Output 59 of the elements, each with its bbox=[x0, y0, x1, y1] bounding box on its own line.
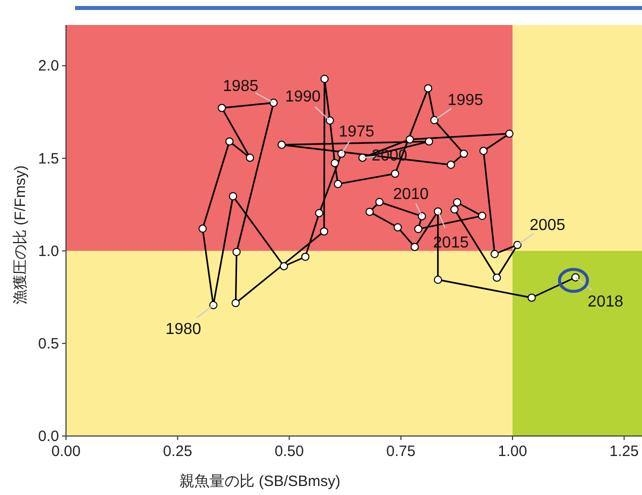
point bbox=[446, 160, 455, 169]
point bbox=[424, 84, 432, 92]
point bbox=[315, 208, 324, 218]
point bbox=[246, 154, 254, 162]
point bbox=[270, 98, 278, 107]
point bbox=[232, 298, 240, 308]
point bbox=[505, 130, 514, 138]
annotation: 1990 bbox=[285, 88, 321, 106]
point bbox=[528, 294, 536, 302]
point bbox=[490, 250, 499, 258]
point bbox=[218, 104, 226, 112]
point bbox=[366, 208, 374, 216]
point bbox=[414, 224, 422, 234]
point bbox=[375, 198, 384, 206]
point bbox=[198, 224, 207, 233]
x-tick-label: 1.00 bbox=[498, 443, 528, 460]
annotation: 2010 bbox=[393, 186, 429, 204]
y-tick-label: 1.5 bbox=[38, 150, 59, 168]
point bbox=[406, 135, 414, 144]
point bbox=[492, 274, 501, 282]
point bbox=[434, 276, 442, 284]
point bbox=[450, 205, 459, 214]
y-tick-label: 2.0 bbox=[38, 58, 59, 75]
x-tick-label: 0.25 bbox=[163, 443, 192, 460]
annotation: 2005 bbox=[530, 216, 566, 234]
annotation: 2018 bbox=[588, 293, 624, 310]
point bbox=[478, 212, 486, 220]
point bbox=[334, 180, 342, 188]
point bbox=[330, 159, 339, 168]
point bbox=[278, 140, 286, 149]
point bbox=[301, 252, 310, 261]
x-tick-label: 0.75 bbox=[386, 443, 416, 460]
point bbox=[225, 137, 234, 146]
annotation: 1985 bbox=[222, 78, 259, 95]
y-tick-label: 1.0 bbox=[38, 242, 59, 260]
annotation: 1975 bbox=[338, 124, 374, 141]
x-axis-title: 親魚量の比 (SB/SBmsy) bbox=[180, 473, 340, 490]
point bbox=[320, 74, 329, 83]
point bbox=[460, 150, 468, 158]
point bbox=[479, 146, 488, 155]
point bbox=[453, 198, 462, 206]
y-axis-title: 漁獲圧の比 (F/Fmsy) bbox=[12, 165, 29, 305]
point bbox=[434, 207, 442, 216]
y-tick-label: 0.5 bbox=[38, 335, 59, 352]
point bbox=[280, 262, 288, 270]
point bbox=[232, 248, 241, 256]
y-tick-label: 0.0 bbox=[38, 428, 59, 445]
annotation: 1995 bbox=[448, 92, 484, 110]
x-tick-label: 0.00 bbox=[51, 443, 81, 460]
point bbox=[394, 223, 402, 232]
point bbox=[320, 227, 328, 236]
annotation: 1980 bbox=[166, 321, 202, 338]
x-tick-label: 1.25 bbox=[610, 443, 639, 460]
x-tick-label: 0.50 bbox=[274, 443, 304, 460]
point bbox=[410, 242, 419, 252]
point bbox=[358, 154, 367, 162]
point bbox=[228, 192, 238, 200]
point bbox=[390, 170, 400, 178]
point bbox=[424, 137, 434, 146]
